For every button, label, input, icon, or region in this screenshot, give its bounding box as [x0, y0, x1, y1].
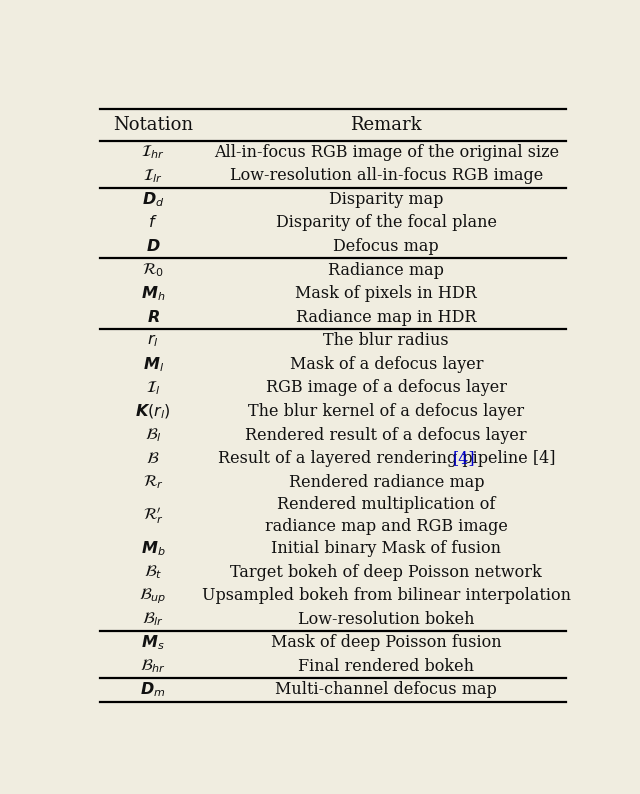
Text: radiance map and RGB image: radiance map and RGB image [265, 518, 508, 535]
Text: $\boldsymbol{M}_b$: $\boldsymbol{M}_b$ [141, 539, 166, 558]
Text: $\mathcal{B}_{up}$: $\mathcal{B}_{up}$ [140, 586, 167, 606]
Text: $\boldsymbol{M}_s$: $\boldsymbol{M}_s$ [141, 634, 165, 652]
Text: $\mathcal{B}_l$: $\mathcal{B}_l$ [145, 426, 161, 444]
Text: $\mathcal{B}_{lr}$: $\mathcal{B}_{lr}$ [142, 611, 164, 628]
Text: $\boldsymbol{M}_h$: $\boldsymbol{M}_h$ [141, 284, 165, 303]
Text: Initial binary Mask of fusion: Initial binary Mask of fusion [271, 540, 501, 557]
Text: $\boldsymbol{R}$: $\boldsymbol{R}$ [147, 309, 159, 326]
Text: [4]: [4] [452, 450, 475, 467]
Text: Mask of deep Poisson fusion: Mask of deep Poisson fusion [271, 634, 502, 651]
Text: Upsampled bokeh from bilinear interpolation: Upsampled bokeh from bilinear interpolat… [202, 588, 571, 604]
Text: $\boldsymbol{D}_d$: $\boldsymbol{D}_d$ [142, 190, 164, 209]
Text: RGB image of a defocus layer: RGB image of a defocus layer [266, 380, 507, 396]
Text: Rendered multiplication of: Rendered multiplication of [277, 495, 495, 513]
Text: The blur kernel of a defocus layer: The blur kernel of a defocus layer [248, 403, 524, 420]
Text: Disparity map: Disparity map [329, 191, 444, 208]
Text: $\boldsymbol{K}(r_l)$: $\boldsymbol{K}(r_l)$ [135, 403, 171, 421]
Text: $\mathcal{R}_r$: $\mathcal{R}_r$ [143, 473, 164, 491]
Text: Radiance map in HDR: Radiance map in HDR [296, 309, 477, 326]
Text: Multi-channel defocus map: Multi-channel defocus map [275, 681, 497, 699]
Text: Disparity of the focal plane: Disparity of the focal plane [276, 214, 497, 232]
Text: Notation: Notation [113, 116, 193, 133]
Text: $\mathcal{I}_l$: $\mathcal{I}_l$ [146, 379, 161, 397]
Text: Target bokeh of deep Poisson network: Target bokeh of deep Poisson network [230, 564, 542, 580]
Text: $\boldsymbol{M}_l$: $\boldsymbol{M}_l$ [143, 355, 164, 374]
Text: $\mathcal{B}_{hr}$: $\mathcal{B}_{hr}$ [140, 657, 166, 675]
Text: Defocus map: Defocus map [333, 238, 439, 255]
Text: Rendered radiance map: Rendered radiance map [289, 474, 484, 491]
Text: $\mathcal{R}_0$: $\mathcal{R}_0$ [142, 261, 164, 279]
Text: $\mathcal{R}_r'$: $\mathcal{R}_r'$ [143, 504, 164, 526]
Text: All-in-focus RGB image of the original size: All-in-focus RGB image of the original s… [214, 144, 559, 161]
Text: Result of a layered rendering pipeline [4]: Result of a layered rendering pipeline [… [218, 450, 555, 467]
Text: $r_l$: $r_l$ [147, 333, 159, 349]
Text: The blur radius: The blur radius [323, 333, 449, 349]
Text: Remark: Remark [351, 116, 422, 133]
Text: $f$: $f$ [148, 214, 158, 232]
Text: Mask of a defocus layer: Mask of a defocus layer [289, 356, 483, 373]
Text: Radiance map: Radiance map [328, 262, 444, 279]
Text: $\mathcal{B}$: $\mathcal{B}$ [147, 450, 160, 467]
Text: Rendered result of a defocus layer: Rendered result of a defocus layer [246, 426, 527, 444]
Text: $\mathcal{I}_{hr}$: $\mathcal{I}_{hr}$ [141, 144, 165, 161]
Text: $\boldsymbol{D}_m$: $\boldsymbol{D}_m$ [140, 680, 166, 700]
Text: $\boldsymbol{D}$: $\boldsymbol{D}$ [146, 238, 161, 255]
Text: $\mathcal{B}_t$: $\mathcal{B}_t$ [144, 563, 163, 581]
Text: Low-resolution bokeh: Low-resolution bokeh [298, 611, 474, 628]
Text: Mask of pixels in HDR: Mask of pixels in HDR [296, 285, 477, 303]
Text: Final rendered bokeh: Final rendered bokeh [298, 658, 474, 675]
Text: $\mathcal{I}_{lr}$: $\mathcal{I}_{lr}$ [143, 167, 163, 185]
Text: Low-resolution all-in-focus RGB image: Low-resolution all-in-focus RGB image [230, 168, 543, 184]
Text: Result of a layered rendering pipeline [4]: Result of a layered rendering pipeline [… [218, 450, 555, 467]
